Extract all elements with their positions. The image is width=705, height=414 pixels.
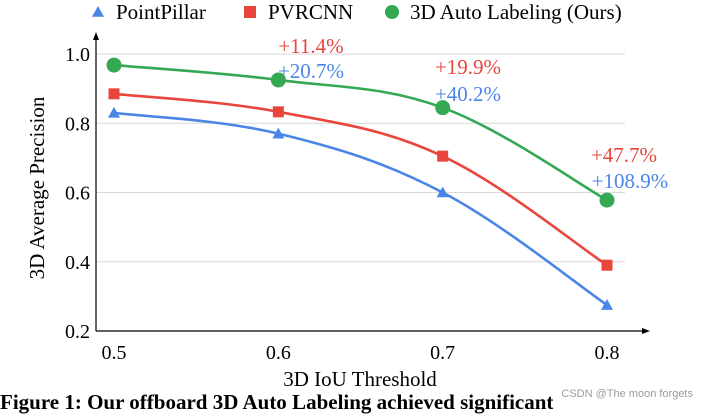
series-markers (106, 57, 615, 310)
x-axis-arrow (642, 328, 650, 334)
legend-label-0: PointPillar (116, 0, 206, 24)
annotation-vs-pointpillar: +20.7% (278, 59, 344, 83)
y-axis-arrow (93, 32, 99, 40)
data-point-2-0 (106, 57, 122, 73)
data-point-0-2 (436, 186, 449, 198)
legend-marker-2 (385, 5, 399, 19)
axes (93, 32, 650, 334)
legend-label-1: PVRCNN (268, 0, 353, 24)
series-lines (113, 63, 608, 307)
figure-caption: Figure 1: Our offboard 3D Auto Labeling … (0, 390, 554, 414)
annotation-vs-pointpillar: +108.9% (592, 169, 669, 193)
x-tick-label: 0.6 (266, 342, 291, 364)
legend-label-2: 3D Auto Labeling (Ours) (410, 0, 622, 24)
tick-labels: 0.2 0.4 0.6 0.8 1.0 0.5 0.6 0.7 0.8 (65, 44, 620, 364)
y-axis-label: 3D Average Precision (25, 96, 49, 279)
x-axis-label: 3D IoU Threshold (283, 367, 437, 391)
data-point-1-0 (108, 88, 120, 100)
annotation-vs-pvrcnn: +47.7% (591, 143, 657, 167)
series-line-0 (113, 111, 608, 307)
x-tick-label: 0.7 (430, 342, 455, 364)
y-tick-label: 1.0 (65, 44, 90, 66)
annotation-vs-pointpillar: +40.2% (435, 82, 501, 106)
x-tick-label: 0.8 (595, 342, 620, 364)
y-tick-label: 0.8 (65, 113, 90, 135)
data-point-0-1 (272, 127, 285, 139)
annotation-vs-pvrcnn: +11.4% (278, 34, 343, 58)
data-point-2-1 (270, 72, 286, 88)
data-point-1-2 (437, 150, 449, 162)
watermark: CSDN @The moon forgets (561, 388, 693, 400)
series-line-2 (113, 63, 608, 202)
annotation-vs-pvrcnn: +19.9% (435, 55, 501, 79)
y-tick-label: 0.4 (65, 252, 90, 274)
x-tick-label: 0.5 (102, 342, 127, 364)
legend: PointPillar PVRCNN 3D Auto Labeling (Ours) (92, 0, 622, 24)
grid-lines (96, 53, 625, 263)
series-line-1 (113, 92, 608, 267)
data-point-2-3 (599, 192, 615, 208)
data-point-2-2 (435, 100, 451, 116)
legend-marker-0 (92, 6, 104, 17)
annotations: +11.4%+20.7% +19.9% +40.2% +47.7%+108.9% (278, 34, 668, 193)
legend-marker-1 (244, 6, 256, 18)
data-point-0-3 (601, 299, 613, 310)
data-point-1-1 (272, 106, 284, 118)
y-tick-label: 0.2 (65, 321, 90, 343)
data-point-1-3 (601, 259, 613, 271)
data-point-0-0 (108, 106, 120, 118)
y-tick-label: 0.6 (65, 183, 90, 205)
